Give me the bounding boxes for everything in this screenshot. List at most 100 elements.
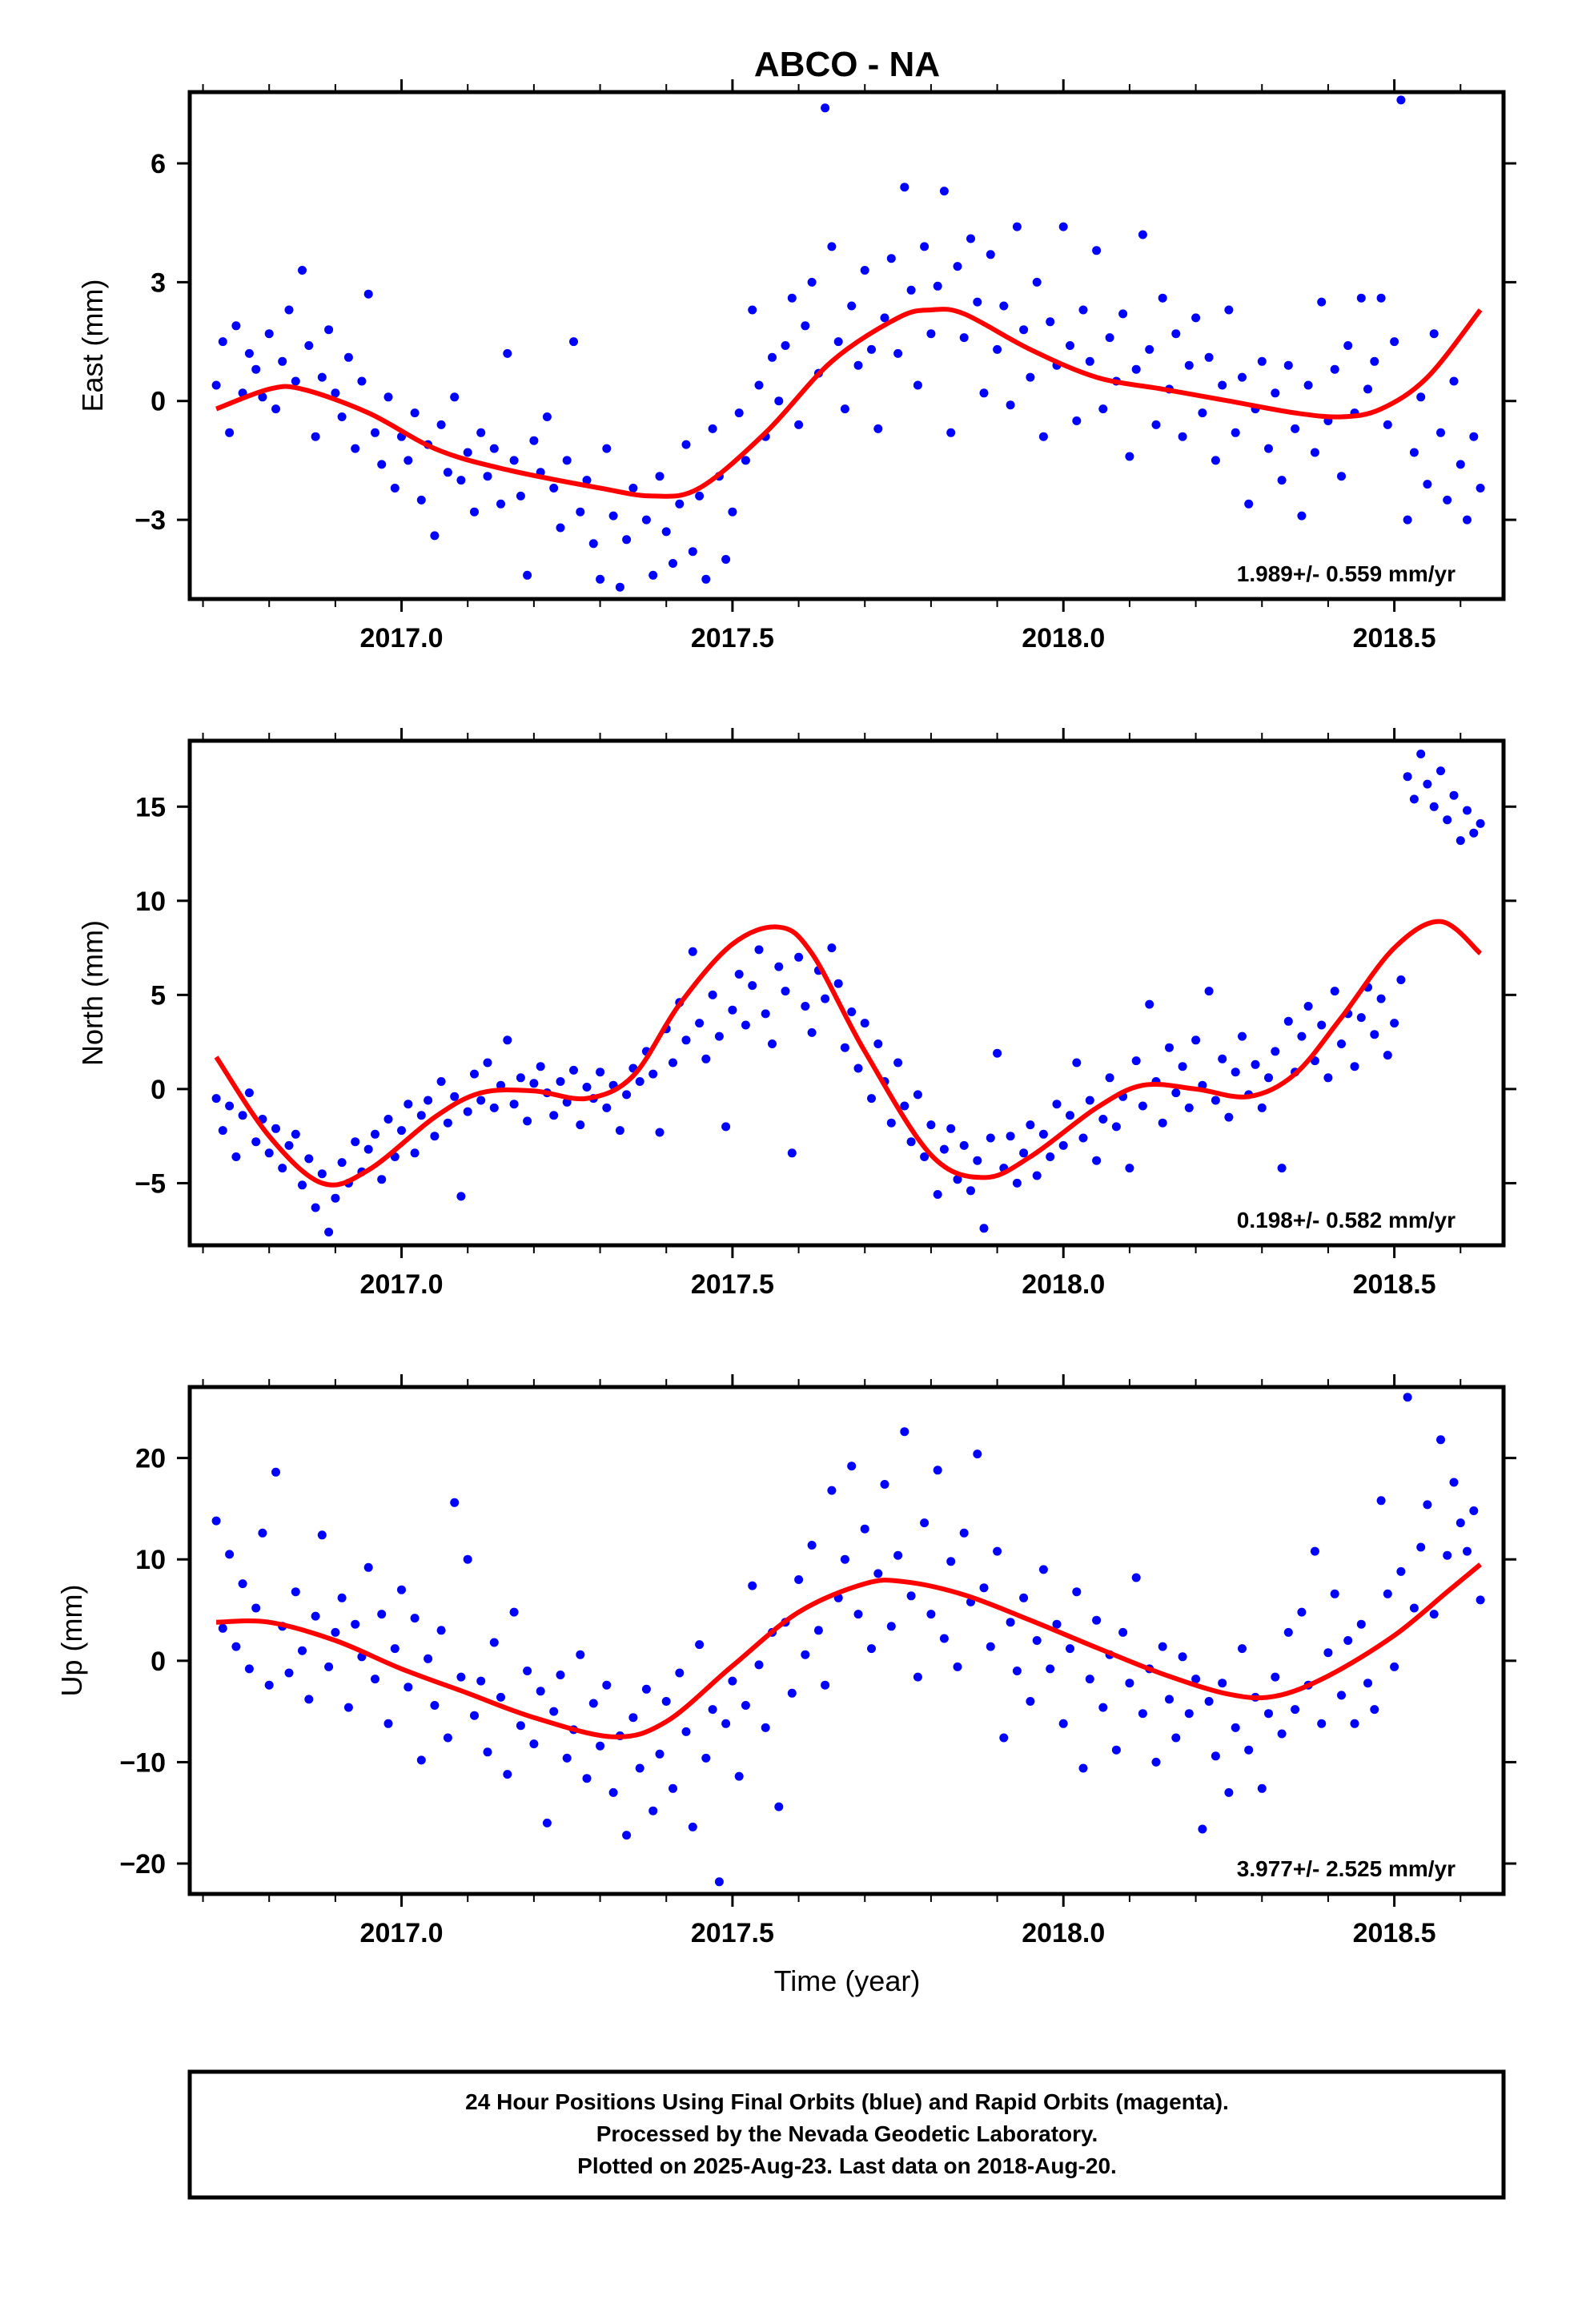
north-data-point <box>939 1144 949 1154</box>
east-data-point <box>1396 95 1406 105</box>
east-data-point <box>695 491 705 501</box>
east-data-point <box>1191 313 1201 323</box>
east-data-point <box>926 329 936 339</box>
north-data-point <box>1085 1096 1094 1105</box>
north-data-point <box>794 952 804 962</box>
up-data-point <box>688 1822 697 1831</box>
east-data-point <box>801 321 810 331</box>
north-data-point <box>211 1094 221 1104</box>
east-data-point <box>999 301 1009 311</box>
up-data-point <box>410 1614 420 1623</box>
up-data-point <box>397 1585 406 1594</box>
north-data-point <box>1303 1002 1313 1011</box>
east-data-point <box>1310 448 1319 457</box>
up-data-point <box>304 1695 314 1704</box>
up-data-point <box>1244 1745 1254 1755</box>
up-data-point <box>1271 1672 1280 1682</box>
up-data-point <box>1283 1627 1293 1637</box>
east-data-point <box>298 266 307 275</box>
north-data-point <box>655 1128 665 1137</box>
up-y-tick-label: 10 <box>135 1545 166 1575</box>
north-data-point <box>483 1058 492 1068</box>
up-data-point <box>1066 1644 1074 1654</box>
east-data-point <box>906 285 916 295</box>
up-data-point <box>377 1610 387 1619</box>
north-x-tick-label: 2018.0 <box>1022 1269 1105 1300</box>
north-points <box>211 750 1485 1236</box>
north-data-point <box>549 1111 559 1120</box>
east-data-point <box>1363 384 1372 394</box>
up-data-point <box>1317 1719 1327 1728</box>
up-data-point <box>813 1626 823 1635</box>
up-data-point <box>1323 1648 1333 1658</box>
north-data-point <box>377 1175 387 1184</box>
up-data-point <box>1356 1619 1366 1629</box>
up-data-point <box>1396 1566 1406 1576</box>
up-y-axis-label: Up (mm) <box>55 1585 88 1697</box>
up-data-point <box>1165 1695 1174 1704</box>
up-data-point <box>754 1660 764 1670</box>
north-data-point <box>536 1062 545 1072</box>
east-data-point <box>886 254 896 263</box>
north-data-point <box>1019 1148 1029 1158</box>
east-data-point <box>708 424 717 433</box>
north-data-point <box>860 1019 869 1028</box>
up-data-point <box>1026 1697 1035 1706</box>
east-data-point <box>496 499 505 509</box>
north-data-point <box>754 945 764 955</box>
east-data-point <box>1343 341 1353 350</box>
east-x-tick-label: 2018.0 <box>1022 623 1105 653</box>
north-data-point <box>1125 1164 1134 1173</box>
east-data-point <box>436 420 446 429</box>
up-data-point <box>371 1675 379 1684</box>
up-y-tick-label: 0 <box>151 1647 166 1677</box>
up-data-point <box>953 1662 962 1671</box>
east-data-point <box>602 444 612 453</box>
north-data-point <box>556 1077 565 1086</box>
north-data-point <box>1058 1140 1068 1150</box>
up-data-point <box>973 1449 982 1459</box>
east-data-point <box>1356 293 1366 303</box>
up-data-point <box>430 1701 440 1710</box>
north-data-point <box>516 1073 525 1083</box>
east-data-point <box>939 187 949 196</box>
north-data-point <box>681 1035 691 1045</box>
north-data-point <box>1469 828 1479 838</box>
east-data-point <box>1330 364 1339 374</box>
up-data-point <box>847 1462 857 1471</box>
east-data-point <box>893 348 903 358</box>
north-data-point <box>271 1124 280 1133</box>
east-data-point <box>1138 230 1147 239</box>
east-data-point <box>946 428 956 437</box>
north-data-point <box>1218 1054 1227 1063</box>
up-data-point <box>701 1753 711 1763</box>
east-data-point <box>430 531 440 541</box>
north-data-point <box>1423 779 1432 789</box>
up-data-point <box>1456 1518 1465 1528</box>
footer-line-3: Plotted on 2025-Aug-23. Last data on 201… <box>577 2153 1117 2178</box>
east-data-point <box>1436 428 1445 437</box>
east-data-point <box>1118 309 1128 319</box>
up-data-point <box>821 1680 830 1690</box>
north-y-tick-label: 10 <box>135 887 166 917</box>
up-data-point <box>728 1676 737 1686</box>
east-data-point <box>1376 293 1386 303</box>
north-data-point <box>304 1154 314 1164</box>
north-data-point <box>317 1169 327 1179</box>
up-data-point <box>529 1739 539 1749</box>
east-data-point <box>615 582 624 592</box>
up-data-point <box>1078 1763 1088 1773</box>
up-data-point <box>258 1528 267 1538</box>
north-data-point <box>596 1068 605 1077</box>
north-data-point <box>1165 1043 1174 1052</box>
east-data-point <box>1271 388 1280 398</box>
up-data-point <box>787 1688 797 1698</box>
east-data-point <box>1449 376 1459 386</box>
up-data-point <box>1012 1667 1022 1675</box>
east-data-point <box>681 440 691 449</box>
up-data-point <box>1337 1691 1346 1700</box>
east-data-point <box>549 484 559 493</box>
up-data-point <box>343 1703 353 1712</box>
north-panel: 2017.0 2017.5 2018.0 2018.5 −5 0 5 10 15 North (m… <box>76 728 1516 1300</box>
east-data-point <box>1211 456 1220 465</box>
